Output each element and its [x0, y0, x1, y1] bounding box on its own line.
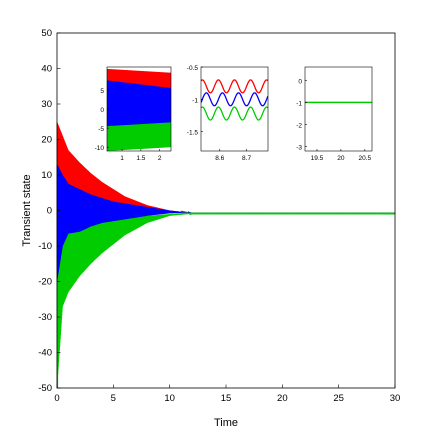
y-axis-label: Transient state	[21, 174, 33, 246]
main-y-tick-label: 30	[41, 99, 52, 110]
main-y-tick-label: -40	[38, 348, 52, 359]
inset-band-2	[107, 122, 171, 151]
main-series-group	[56, 121, 396, 388]
inset1-y-tick-label: -5	[98, 126, 104, 133]
main-y-tick-label: -30	[38, 312, 52, 323]
main-x-tick-label: 10	[164, 393, 175, 404]
inset-chart-early: 1 1.5 2 -10 -5 0 5	[95, 66, 172, 162]
main-x-tick-label: 5	[111, 393, 116, 404]
inset3-x-tick-label: 19.5	[311, 155, 324, 162]
main-y-tick-label: 20	[41, 135, 52, 146]
inset3-x-tick-label: 20.5	[358, 155, 371, 162]
inset2-x-tick-label: 8.7	[242, 155, 251, 162]
inset-chart-mid: 8.6 8.7 -1.5 -1 -0.5	[187, 65, 269, 162]
main-y-tick-label: -20	[38, 277, 52, 288]
main-y-tick-label: -50	[38, 383, 52, 394]
inset-series-group	[201, 79, 268, 121]
main-x-tick-label: 25	[333, 393, 344, 404]
main-y-tick-label: 40	[41, 64, 52, 75]
inset-background	[201, 67, 268, 151]
inset-wave-2	[201, 106, 268, 121]
inset-chart-late: 19.5 20 20.5 -3 -2 -1 0	[296, 66, 373, 162]
inset-series-group	[107, 68, 171, 151]
inset2-y-tick-label: -0.5	[187, 65, 199, 72]
main-x-tick-label: 0	[54, 393, 59, 404]
inset-frame	[304, 66, 373, 152]
main-y-tick-label: -10	[38, 241, 52, 252]
inset3-y-tick-label: -1	[296, 100, 302, 107]
inset1-x-tick-label: 1	[120, 155, 124, 162]
inset3-y-tick-label: 0	[298, 78, 302, 85]
main-y-tick-label: 0	[47, 206, 52, 217]
inset3-x-tick-label: 20	[337, 155, 345, 162]
inset-wave-0	[201, 79, 268, 94]
main-y-tick-label: 10	[41, 170, 52, 181]
inset2-y-tick-label: -1	[192, 97, 198, 104]
main-x-tick-label: 20	[277, 393, 288, 404]
inset-frame	[200, 66, 269, 152]
inset3-y-tick-label: -2	[296, 122, 302, 129]
x-axis-label: Time	[214, 417, 238, 429]
main-y-tick-label: 50	[41, 28, 52, 39]
inset-wave-1	[201, 92, 268, 107]
inset-background	[305, 67, 372, 151]
inset1-y-tick-label: 5	[100, 88, 104, 95]
inset3-y-tick-label: -3	[296, 145, 302, 152]
inset1-x-tick-label: 1.5	[136, 155, 145, 162]
inset1-y-tick-label: -10	[95, 145, 105, 152]
main-x-tick-label: 30	[390, 393, 401, 404]
inset1-x-tick-label: 2	[158, 155, 162, 162]
inset1-y-tick-label: 0	[100, 107, 104, 114]
main-x-tick-label: 15	[221, 393, 232, 404]
series-band-2	[56, 212, 396, 387]
inset2-y-tick-label: -1.5	[187, 130, 199, 137]
inset2-x-tick-label: 8.6	[215, 155, 224, 162]
